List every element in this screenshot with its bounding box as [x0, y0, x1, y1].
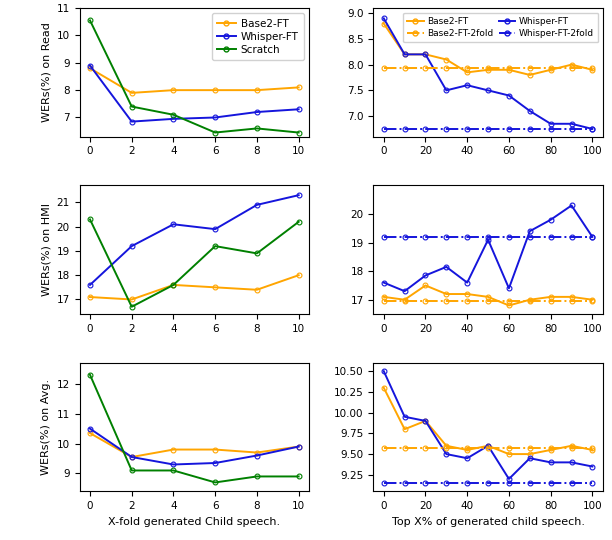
Legend: Base2-FT, Base2-FT-2fold, Whisper-FT, Whisper-FT-2fold: Base2-FT, Base2-FT-2fold, Whisper-FT, Wh… [403, 12, 599, 42]
Legend: Base2-FT, Whisper-FT, Scratch: Base2-FT, Whisper-FT, Scratch [212, 14, 304, 60]
Y-axis label: WERs(%) on Avg.: WERs(%) on Avg. [41, 379, 51, 475]
X-axis label: X-fold generated Child speech.: X-fold generated Child speech. [108, 517, 280, 526]
Y-axis label: WERs(%) on Read: WERs(%) on Read [41, 23, 51, 122]
X-axis label: Top X% of generated child speech.: Top X% of generated child speech. [392, 517, 584, 526]
Y-axis label: WERs(%) on HMI: WERs(%) on HMI [41, 203, 51, 296]
